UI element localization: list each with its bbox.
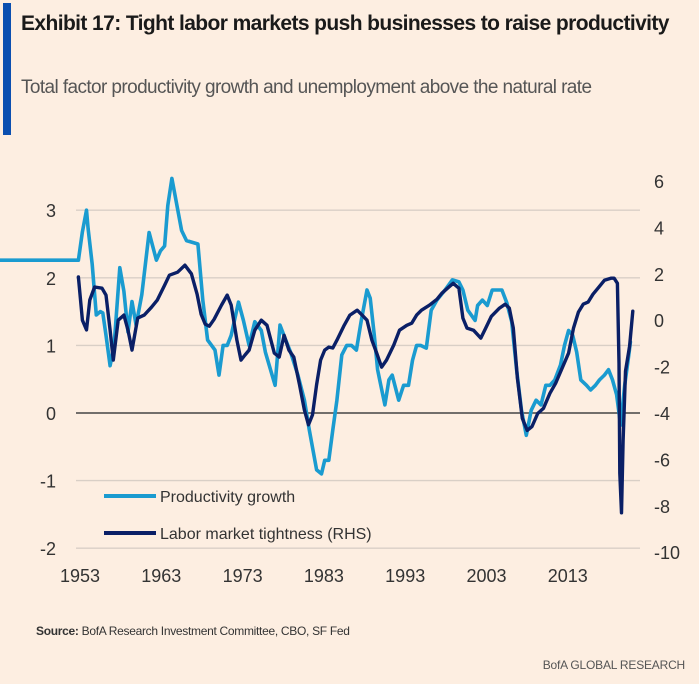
left-tick-label: 0 (46, 404, 56, 424)
right-tick-label: 2 (654, 265, 664, 285)
left-tick-label: 3 (46, 201, 56, 221)
right-tick-label: -10 (654, 543, 680, 563)
left-tick-label: -1 (40, 472, 56, 492)
series-layer (0, 176, 635, 515)
legend: Productivity growth Labor market tightne… (104, 489, 372, 543)
left-axis-ticks: 3 2 1 0 -1 -2 (40, 201, 56, 559)
x-tick-label: 2003 (466, 566, 506, 586)
x-tick-label: 1983 (304, 566, 344, 586)
left-tick-label: 1 (46, 336, 56, 356)
x-tick-label: 1953 (60, 566, 100, 586)
right-tick-label: 0 (654, 311, 664, 331)
legend-label-productivity: Productivity growth (160, 489, 295, 506)
right-tick-label: -4 (654, 404, 670, 424)
source-text: BofA Research Investment Committee, CBO,… (78, 624, 350, 638)
x-tick-label: 2013 (548, 566, 588, 586)
x-tick-label: 1973 (223, 566, 263, 586)
source-note: Source: BofA Research Investment Committ… (36, 624, 350, 638)
right-tick-label: -6 (654, 450, 670, 470)
right-tick-label: 6 (654, 172, 664, 192)
legend-label-labor: Labor market tightness (RHS) (160, 526, 372, 543)
chart-title: Exhibit 17: Tight labor markets push bus… (21, 12, 669, 35)
brand-footer: BofA GLOBAL RESEARCH (542, 658, 685, 672)
series-line-labor-tightness (76, 263, 635, 515)
series-line-productivity (0, 176, 633, 476)
x-axis-ticks: 1953 1963 1973 1983 1993 2003 2013 (60, 566, 588, 586)
right-tick-label: -8 (654, 497, 670, 517)
source-label: Source: (36, 624, 79, 638)
right-axis-ticks: 6 4 2 0 -2 -4 -6 -8 -10 (654, 172, 680, 563)
accent-bar (3, 3, 11, 135)
right-tick-label: -2 (654, 358, 670, 378)
chart-subtitle: Total factor productivity growth and une… (21, 77, 592, 98)
left-tick-label: 2 (46, 269, 56, 289)
right-tick-label: 4 (654, 218, 664, 238)
left-tick-label: -2 (40, 539, 56, 559)
x-tick-label: 1963 (141, 566, 181, 586)
x-tick-label: 1993 (385, 566, 425, 586)
